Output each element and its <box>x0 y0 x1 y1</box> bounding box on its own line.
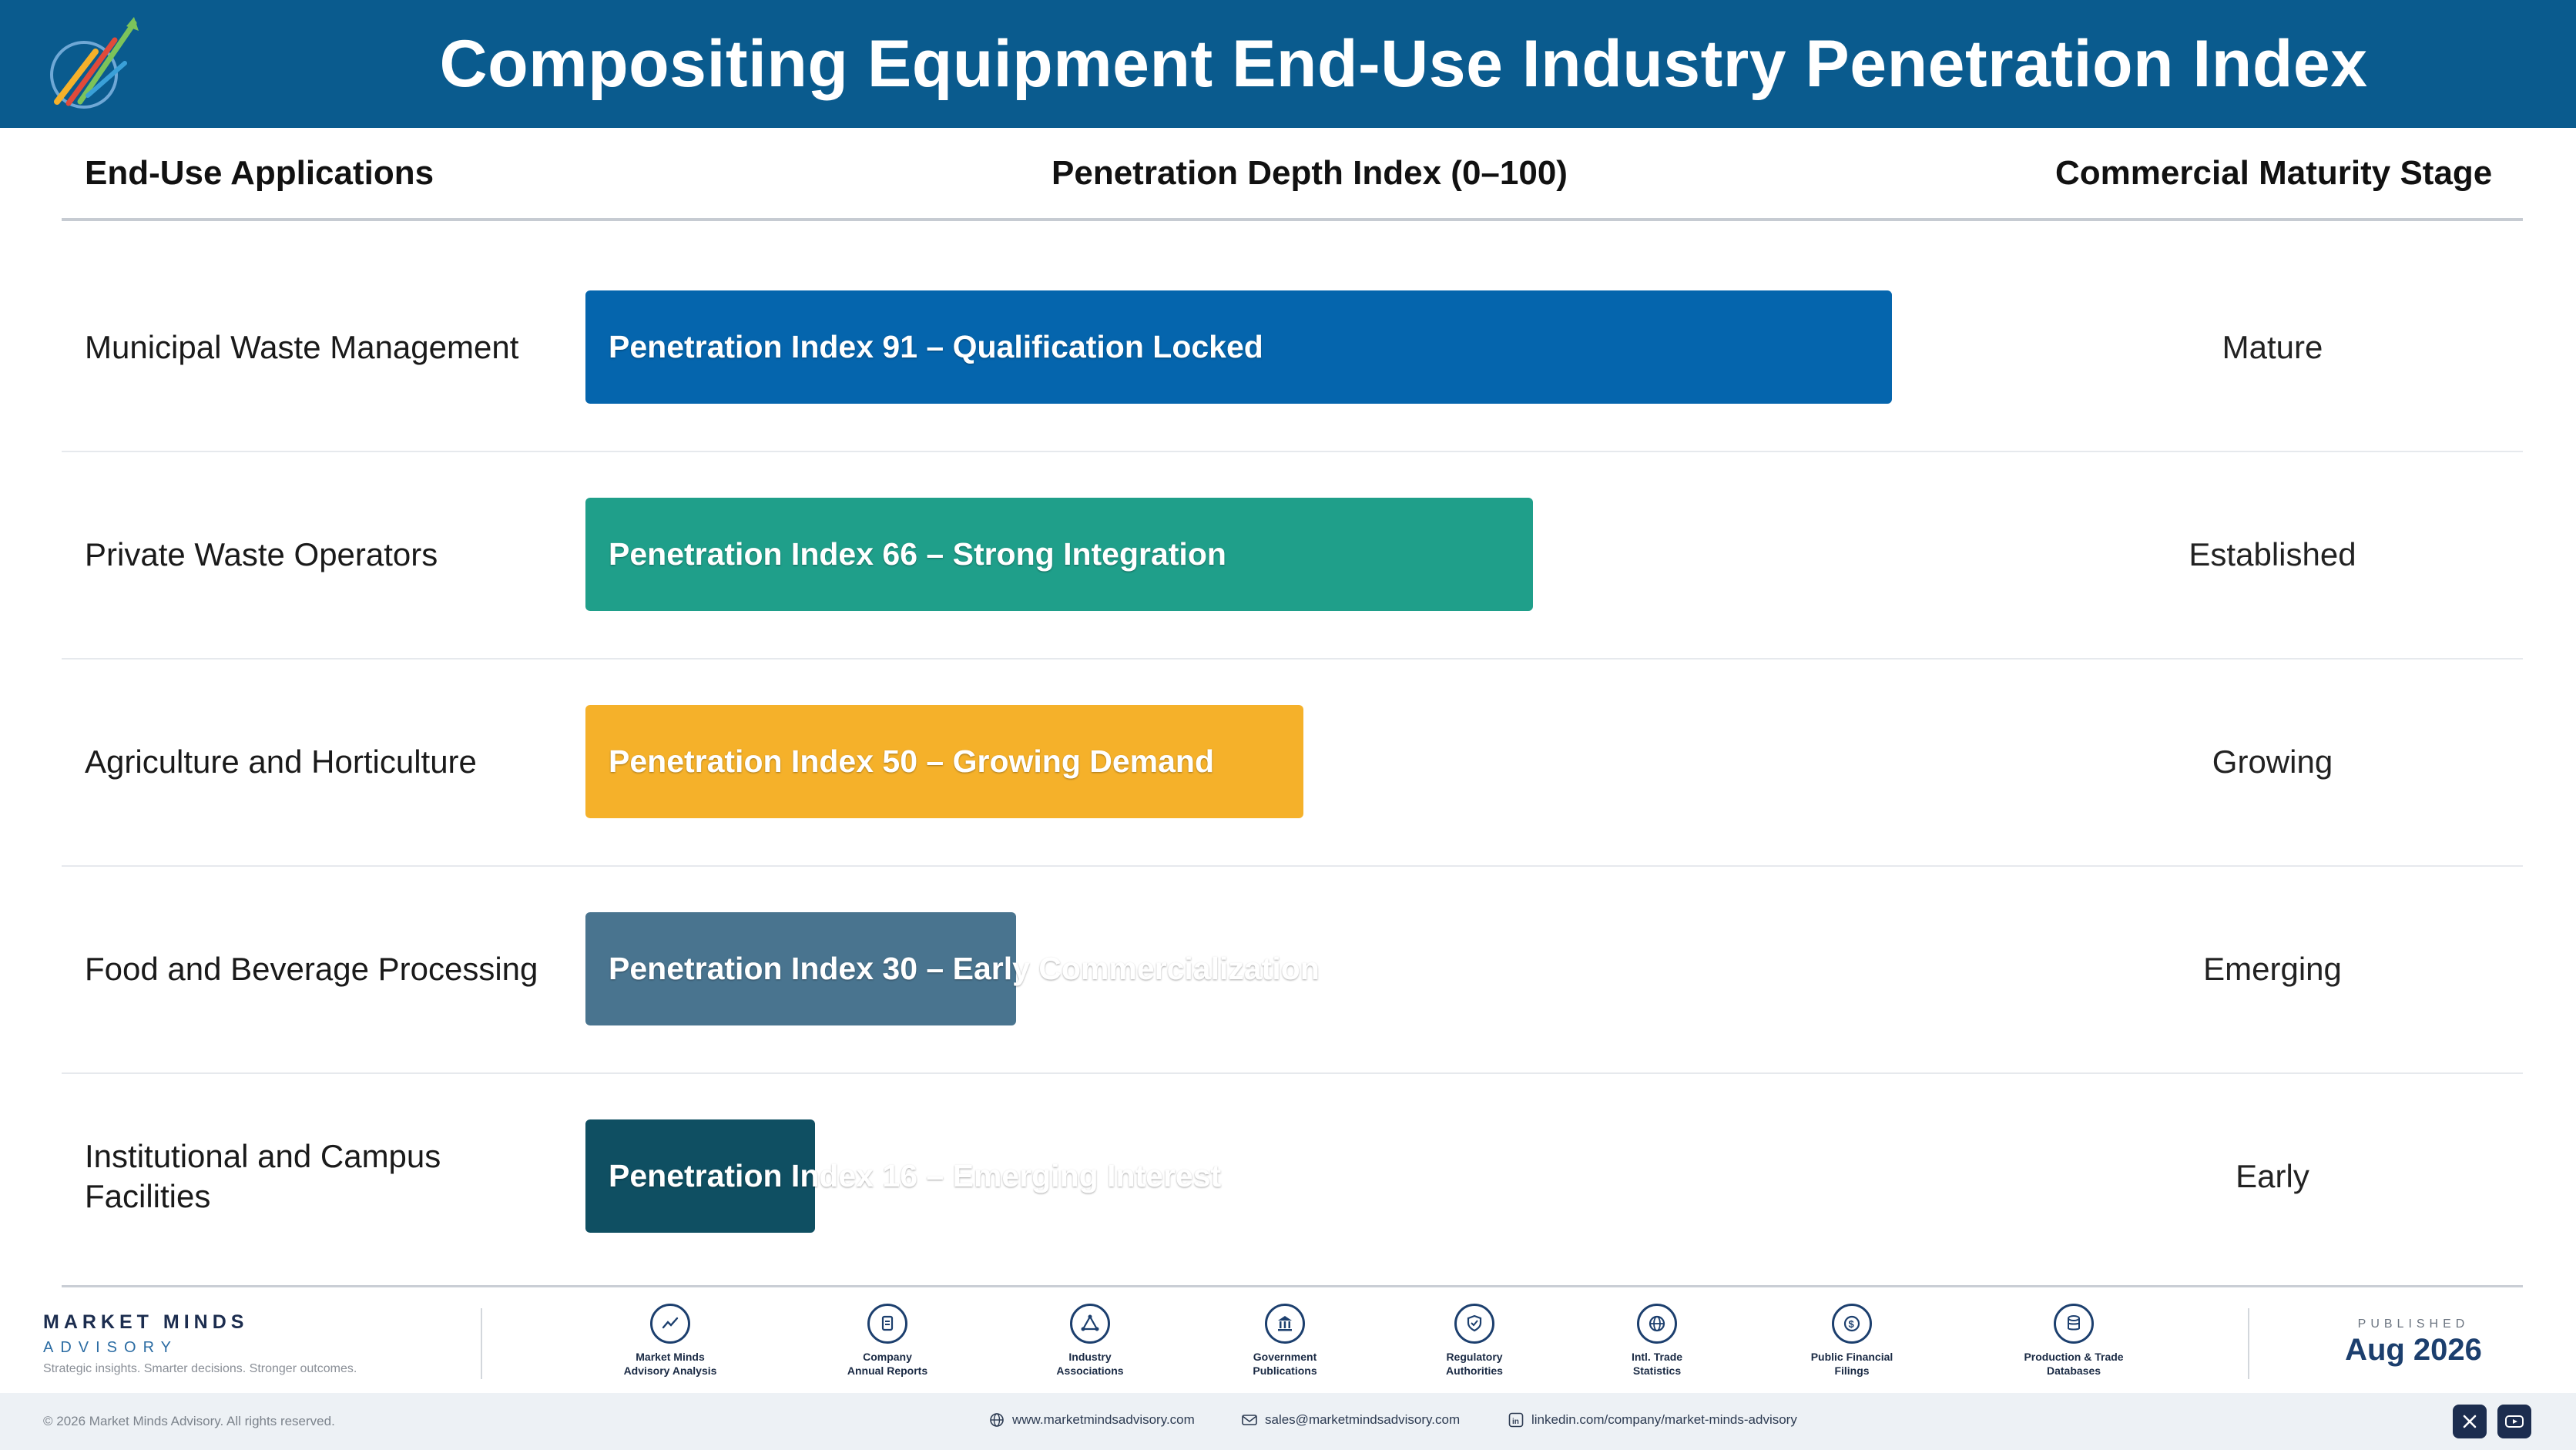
document-icon <box>867 1304 907 1344</box>
source-label: Regulatory Authorities <box>1446 1351 1503 1377</box>
bar-label: Penetration Index 30 – Early Commerciali… <box>609 950 1320 986</box>
bar <box>585 912 1017 1025</box>
category-label: Private Waste Operators <box>85 535 438 572</box>
source-item: Intl. Trade Statistics <box>1580 1304 1734 1378</box>
footer-separator <box>2248 1308 2249 1379</box>
maturity-stage: Growing <box>2212 743 2333 780</box>
x-icon <box>2463 1415 2477 1428</box>
bar <box>585 290 1893 404</box>
linkedin-icon: in <box>1508 1412 1524 1428</box>
row-divider <box>62 658 2523 660</box>
bar-label: Penetration Index 91 – Qualification Loc… <box>609 328 1263 364</box>
play-icon <box>2505 1415 2524 1428</box>
email-text: sales@marketmindsadvisory.com <box>1265 1412 1461 1427</box>
column-header-index: Penetration Depth Index (0–100) <box>1052 154 1568 192</box>
bar <box>585 1119 816 1233</box>
copyright-text: © 2026 Market Minds Advisory. All rights… <box>43 1414 335 1428</box>
maturity-stage: Established <box>2189 535 2356 572</box>
column-header-stage: Commercial Maturity Stage <box>2055 154 2493 192</box>
bar <box>585 705 1303 818</box>
source-label: Industry Associations <box>1056 1351 1124 1377</box>
source-label: Intl. Trade Statistics <box>1631 1351 1683 1377</box>
page-title: Compositing Equipment End-Use Industry P… <box>439 26 2368 101</box>
shield-icon <box>1454 1304 1494 1344</box>
bar-label: Penetration Index 66 – Strong Integratio… <box>609 535 1226 572</box>
bar-label: Penetration Index 16 – Emerging Interest <box>609 1157 1222 1193</box>
svg-text:$: $ <box>1849 1318 1855 1330</box>
globe-icon <box>990 1413 1004 1427</box>
source-label: Public Financial Filings <box>1810 1351 1893 1377</box>
header-divider <box>62 218 2523 221</box>
brand-subtitle: ADVISORY <box>43 1339 178 1356</box>
header-banner: Compositing Equipment End-Use Industry P… <box>0 0 2576 128</box>
trend-line-icon <box>650 1304 690 1344</box>
bar <box>585 498 1534 611</box>
footer-separator <box>481 1308 482 1379</box>
column-header-applications: End-Use Applications <box>85 154 434 192</box>
source-item: Government Publications <box>1208 1304 1362 1378</box>
globe-icon <box>1637 1304 1677 1344</box>
source-item: $ Public Financial Filings <box>1775 1304 1929 1378</box>
footer-divider <box>62 1285 2523 1287</box>
category-label: Municipal Waste Management <box>85 328 519 365</box>
row-divider <box>62 865 2523 867</box>
website-text: www.marketmindsadvisory.com <box>1012 1412 1195 1427</box>
source-item: Production & Trade Databases <box>1997 1304 2151 1378</box>
x-social-button[interactable] <box>2453 1405 2487 1438</box>
website-link[interactable]: www.marketmindsadvisory.com <box>989 1412 1195 1428</box>
footer-contact-bar <box>0 1393 2576 1450</box>
maturity-stage: Early <box>2236 1157 2309 1194</box>
dollar-icon: $ <box>1832 1304 1872 1344</box>
network-icon <box>1070 1304 1110 1344</box>
source-item: Regulatory Authorities <box>1397 1304 1551 1378</box>
category-label: Food and Beverage Processing <box>85 950 538 987</box>
source-label: Production & Trade Databases <box>2024 1351 2124 1377</box>
brand-tagline: Strategic insights. Smarter decisions. S… <box>43 1362 357 1375</box>
category-label: Institutional and Campus Facilities <box>85 1137 441 1214</box>
government-building-icon <box>1265 1304 1305 1344</box>
source-item: Market Minds Advisory Analysis <box>593 1304 747 1378</box>
database-icon <box>2054 1304 2094 1344</box>
email-link[interactable]: sales@marketmindsadvisory.com <box>1242 1412 1460 1428</box>
published-label: PUBLISHED <box>2357 1317 2470 1331</box>
mail-icon <box>1242 1415 1257 1425</box>
svg-text:in: in <box>1512 1418 1519 1426</box>
bar-label: Penetration Index 50 – Growing Demand <box>609 743 1215 779</box>
brand-name: MARKET MINDS <box>43 1311 249 1333</box>
row-divider <box>62 451 2523 452</box>
category-label: Agriculture and Horticulture <box>85 743 477 780</box>
row-divider <box>62 1072 2523 1074</box>
source-item: Company Annual Reports <box>810 1304 964 1378</box>
source-label: Government Publications <box>1253 1351 1317 1377</box>
company-logo <box>50 17 139 109</box>
maturity-stage: Emerging <box>2203 950 2342 987</box>
source-label: Company Annual Reports <box>847 1351 928 1377</box>
linkedin-text: linkedin.com/company/market-minds-adviso… <box>1531 1412 1797 1427</box>
published-date: Aug 2026 <box>2345 1333 2482 1367</box>
source-label: Market Minds Advisory Analysis <box>623 1351 717 1377</box>
source-item: Industry Associations <box>1013 1304 1167 1378</box>
youtube-social-button[interactable] <box>2497 1405 2531 1438</box>
maturity-stage: Mature <box>2222 328 2323 365</box>
linkedin-link[interactable]: in linkedin.com/company/market-minds-adv… <box>1508 1412 1797 1428</box>
